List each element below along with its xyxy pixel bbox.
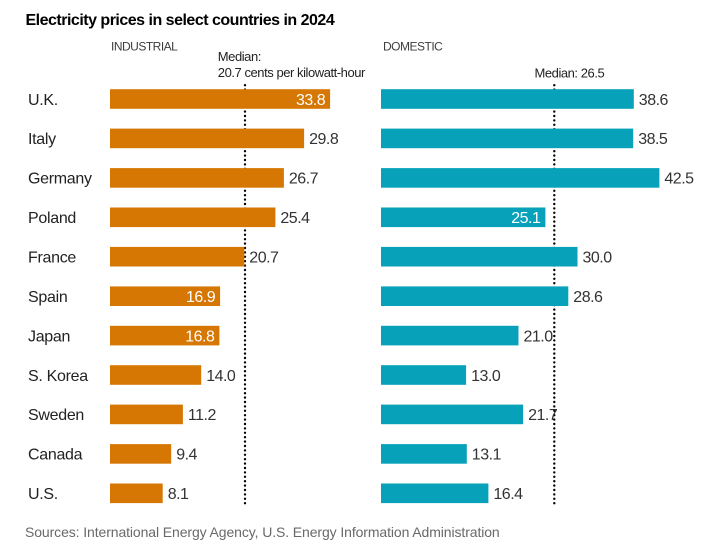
svg-text:42.5: 42.5 — [664, 171, 694, 188]
svg-text:Italy: Italy — [28, 131, 56, 148]
svg-text:Germany: Germany — [28, 171, 92, 188]
svg-text:Japan: Japan — [28, 328, 70, 345]
svg-text:38.6: 38.6 — [639, 92, 669, 109]
svg-text:26.7: 26.7 — [289, 171, 319, 188]
svg-text:France: France — [28, 250, 76, 267]
svg-text:33.8: 33.8 — [296, 92, 326, 109]
svg-text:U.K.: U.K. — [28, 92, 58, 109]
svg-text:Poland: Poland — [28, 210, 76, 227]
svg-text:13.1: 13.1 — [472, 447, 502, 464]
svg-text:9.4: 9.4 — [176, 447, 197, 464]
svg-text:13.0: 13.0 — [471, 368, 501, 385]
svg-text:16.4: 16.4 — [493, 486, 523, 503]
svg-text:Median:: Median: — [218, 49, 261, 64]
svg-text:Electricity prices in select c: Electricity prices in select countries i… — [26, 12, 335, 29]
svg-text:Spain: Spain — [28, 289, 67, 306]
svg-text:Median: 26.5: Median: 26.5 — [535, 66, 605, 81]
svg-text:U.S.: U.S. — [28, 486, 58, 503]
svg-text:S. Korea: S. Korea — [28, 368, 88, 385]
svg-text:38.5: 38.5 — [638, 131, 668, 148]
svg-text:INDUSTRIAL: INDUSTRIAL — [111, 40, 178, 54]
svg-text:11.2: 11.2 — [188, 407, 217, 424]
svg-text:20.7 cents per kilowatt-hour: 20.7 cents per kilowatt-hour — [218, 65, 366, 80]
svg-text:21.0: 21.0 — [524, 328, 554, 345]
svg-text:25.4: 25.4 — [280, 210, 310, 227]
svg-text:16.8: 16.8 — [185, 328, 215, 345]
svg-text:14.0: 14.0 — [206, 368, 236, 385]
svg-text:8.1: 8.1 — [168, 486, 189, 503]
svg-text:28.6: 28.6 — [573, 289, 603, 306]
svg-text:29.8: 29.8 — [309, 131, 339, 148]
svg-text:16.9: 16.9 — [186, 289, 216, 306]
svg-text:DOMESTIC: DOMESTIC — [383, 40, 443, 54]
svg-text:20.7: 20.7 — [249, 250, 279, 267]
svg-text:30.0: 30.0 — [583, 250, 613, 267]
svg-text:Sources: International Energy: Sources: International Energy Agency, U.… — [25, 524, 500, 540]
svg-text:21.7: 21.7 — [528, 407, 558, 424]
svg-text:25.1: 25.1 — [511, 210, 541, 227]
svg-text:Sweden: Sweden — [28, 407, 84, 424]
svg-text:Canada: Canada — [28, 447, 83, 464]
